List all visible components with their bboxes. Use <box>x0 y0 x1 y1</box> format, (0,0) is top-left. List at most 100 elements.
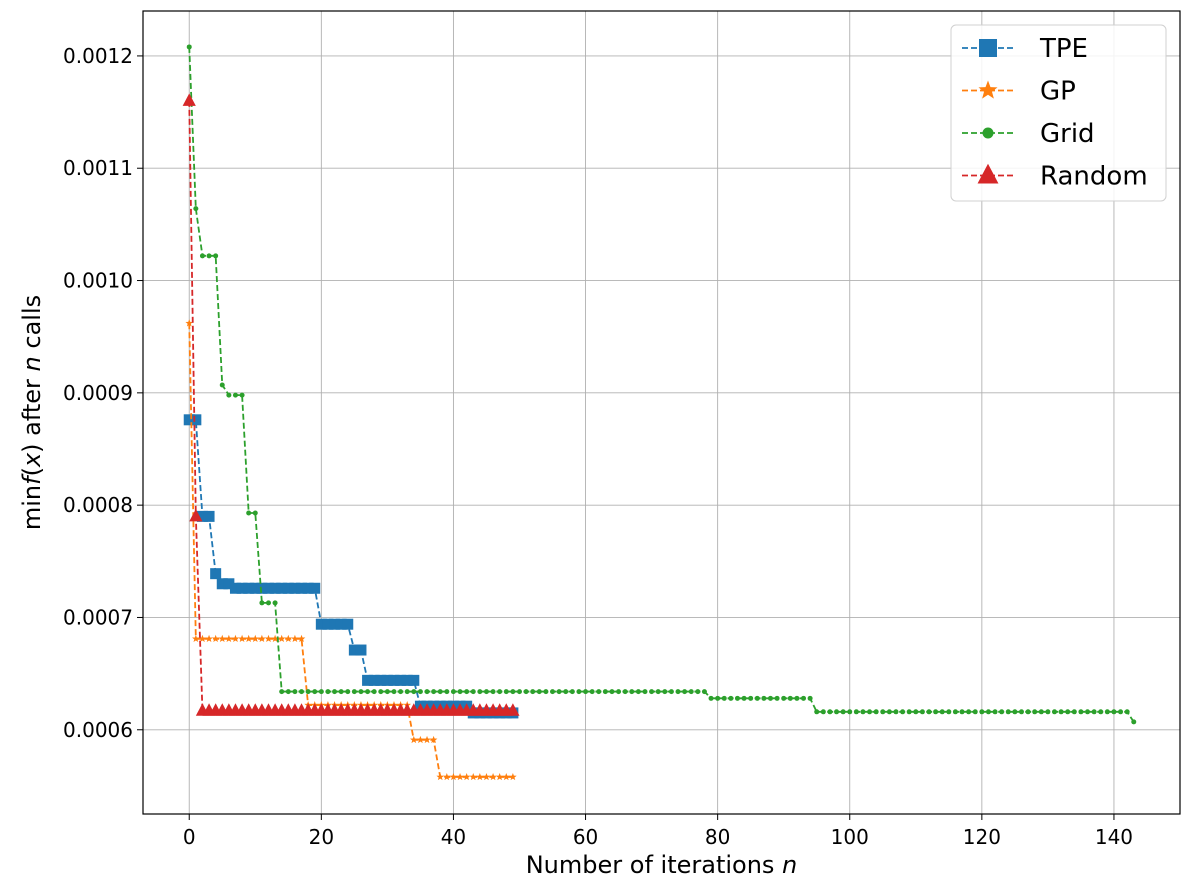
data-point <box>477 689 483 695</box>
x-tick-label: 140 <box>1095 825 1133 849</box>
data-point <box>384 689 390 695</box>
data-point <box>457 689 463 695</box>
x-tick-label: 60 <box>573 825 598 849</box>
data-point <box>1065 709 1071 715</box>
data-point <box>1005 709 1011 715</box>
data-point <box>305 689 311 695</box>
data-point <box>256 582 268 594</box>
data-point <box>774 695 780 701</box>
data-point <box>291 634 299 643</box>
data-point <box>329 618 341 630</box>
data-point <box>365 689 371 695</box>
data-point <box>867 709 873 715</box>
data-point <box>246 510 252 516</box>
data-point <box>351 689 357 695</box>
data-point <box>1098 709 1104 715</box>
x-tick-label: 120 <box>963 825 1001 849</box>
data-point <box>509 772 517 781</box>
y-tick-label: 0.0011 <box>63 156 133 180</box>
data-point <box>358 689 364 695</box>
data-point <box>1124 709 1130 715</box>
data-point <box>1085 709 1091 715</box>
data-point <box>1045 709 1051 715</box>
data-point <box>211 634 220 643</box>
data-point <box>728 695 734 701</box>
data-point <box>840 709 846 715</box>
data-point <box>462 772 471 781</box>
data-point <box>264 634 273 643</box>
series-random <box>182 93 520 716</box>
data-point <box>596 689 602 695</box>
data-point <box>952 709 958 715</box>
data-point <box>182 93 196 106</box>
data-point <box>192 634 200 643</box>
data-point <box>655 689 661 695</box>
data-point <box>1018 709 1024 715</box>
data-point <box>423 735 431 744</box>
data-point <box>754 695 760 701</box>
data-point <box>309 582 321 594</box>
data-point <box>312 689 318 695</box>
data-point <box>231 634 240 643</box>
data-point <box>417 689 423 695</box>
data-point <box>510 689 516 695</box>
data-point <box>635 689 641 695</box>
y-tick-label: 0.0010 <box>63 269 133 293</box>
x-tick-label: 100 <box>831 825 869 849</box>
data-point <box>926 709 932 715</box>
data-point <box>223 578 235 590</box>
data-point <box>1032 709 1038 715</box>
data-point <box>410 735 418 744</box>
data-point <box>189 508 203 522</box>
data-point <box>701 689 707 695</box>
data-point <box>315 618 327 630</box>
y-axis-label: minf(x) after n calls <box>18 295 46 530</box>
series-line <box>189 418 513 714</box>
data-point <box>271 634 279 643</box>
data-point <box>767 695 773 701</box>
data-point <box>206 253 212 259</box>
data-point <box>335 618 347 630</box>
data-point <box>748 695 754 701</box>
x-tick-label: 80 <box>705 825 730 849</box>
data-point <box>906 709 912 715</box>
data-point <box>292 689 298 695</box>
data-point <box>186 44 192 50</box>
data-point <box>489 772 497 781</box>
data-point <box>449 772 458 781</box>
data-point <box>395 674 407 686</box>
series-grid <box>186 44 1137 725</box>
legend-marker <box>978 80 998 99</box>
data-point <box>497 689 503 695</box>
data-point <box>1111 709 1117 715</box>
data-point <box>190 414 202 426</box>
data-point <box>992 709 998 715</box>
data-point <box>388 674 400 686</box>
data-point <box>506 703 520 716</box>
data-point <box>470 689 476 695</box>
data-point <box>302 582 314 594</box>
data-point <box>345 689 351 695</box>
data-point <box>265 600 271 606</box>
data-point <box>649 689 655 695</box>
data-point <box>801 695 807 701</box>
data-point <box>516 689 522 695</box>
data-point <box>589 689 595 695</box>
data-point <box>556 689 562 695</box>
x-tick-label: 20 <box>309 825 334 849</box>
data-point <box>483 689 489 695</box>
data-point <box>401 674 413 686</box>
data-point <box>338 689 344 695</box>
data-point <box>675 689 681 695</box>
data-point <box>523 689 529 695</box>
data-point <box>900 709 906 715</box>
legend-marker <box>982 127 994 139</box>
data-point <box>622 689 628 695</box>
y-tick-label: 0.0012 <box>63 44 133 68</box>
plot-series <box>182 44 1137 781</box>
data-point <box>642 689 648 695</box>
data-point <box>1052 709 1058 715</box>
data-point <box>378 689 384 695</box>
data-point <box>734 695 740 701</box>
data-point <box>1025 709 1031 715</box>
